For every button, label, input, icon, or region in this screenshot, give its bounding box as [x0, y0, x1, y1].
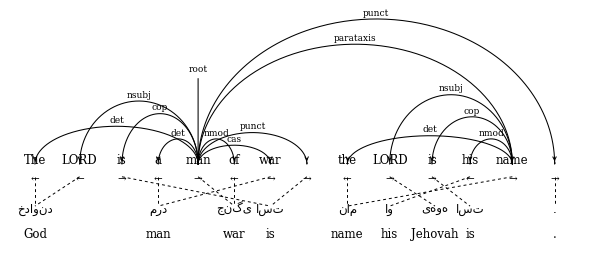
Text: ←: ← — [343, 176, 352, 185]
Text: a: a — [155, 154, 162, 167]
Text: LORD: LORD — [372, 154, 407, 167]
Text: man: man — [146, 228, 171, 241]
Text: God: God — [23, 228, 47, 241]
Text: det: det — [423, 125, 437, 134]
Text: ←: ← — [75, 176, 84, 185]
Text: name: name — [496, 154, 529, 167]
Text: nmod: nmod — [478, 129, 504, 138]
Text: parataxis: parataxis — [334, 34, 377, 43]
Text: ←: ← — [466, 176, 474, 185]
Text: war: war — [259, 154, 282, 167]
Text: جنگی: جنگی — [217, 201, 252, 216]
Text: name: name — [331, 228, 363, 241]
Text: →: → — [266, 176, 275, 185]
Text: the: the — [338, 154, 357, 167]
Text: →: → — [385, 176, 394, 185]
Text: cop: cop — [464, 106, 480, 115]
Text: →: → — [508, 176, 517, 185]
Text: Jehovah: Jehovah — [411, 228, 459, 241]
Text: nsubj: nsubj — [127, 91, 152, 100]
Text: →: → — [303, 176, 311, 185]
Text: →: → — [194, 176, 202, 185]
Text: →: → — [551, 176, 559, 185]
Text: :: : — [305, 154, 309, 167]
Text: punct: punct — [363, 9, 390, 18]
Text: det: det — [109, 116, 124, 125]
Text: خداوند: خداوند — [17, 202, 53, 216]
Text: یهوه: یهوه — [422, 202, 449, 216]
Text: root: root — [188, 65, 208, 74]
Text: →: → — [427, 176, 436, 185]
Text: nsubj: nsubj — [439, 84, 464, 93]
Text: →: → — [118, 176, 126, 185]
Text: of: of — [229, 154, 240, 167]
Text: his: his — [381, 228, 398, 241]
Text: نام: نام — [338, 202, 357, 216]
Text: cas: cas — [227, 135, 242, 144]
Text: is: is — [427, 154, 437, 167]
Text: cop: cop — [152, 103, 168, 112]
Text: his: his — [461, 154, 479, 167]
Text: ←: ← — [230, 176, 239, 185]
Text: او: او — [385, 202, 394, 216]
Text: است: است — [456, 202, 484, 216]
Text: The: The — [24, 154, 46, 167]
Text: is: is — [266, 228, 275, 241]
Text: det: det — [170, 129, 186, 138]
Text: is: is — [117, 154, 127, 167]
Text: man: man — [185, 154, 211, 167]
Text: .: . — [553, 202, 556, 216]
Text: است: است — [256, 202, 285, 216]
Text: punct: punct — [239, 122, 266, 131]
Text: nmod: nmod — [204, 129, 229, 138]
Text: .: . — [553, 228, 556, 241]
Text: is: is — [465, 228, 475, 241]
Text: war: war — [223, 228, 246, 241]
Text: ←: ← — [31, 176, 39, 185]
Text: مرد: مرد — [149, 202, 168, 216]
Text: ←: ← — [154, 176, 163, 185]
Text: .: . — [553, 154, 556, 167]
Text: LORD: LORD — [62, 154, 98, 167]
